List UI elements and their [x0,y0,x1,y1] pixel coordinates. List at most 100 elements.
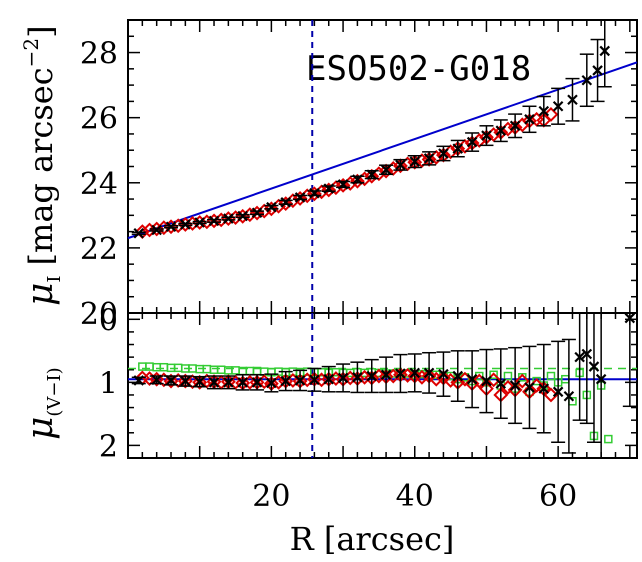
bottom-frame [127,312,638,459]
y-tick-label: 28 [80,37,118,72]
data-point-x [574,351,585,363]
data-point-x [599,45,611,57]
x-tick-label: 40 [396,479,434,514]
data-point-x [380,369,392,381]
y-axis-title-top: μI[mag arcsec−2] [19,25,65,306]
data-point-diamond [378,163,394,179]
data-point-x [466,373,478,385]
data-point-diamond [278,196,294,212]
y-tick-label: 2 [99,429,118,464]
data-point-square [489,370,498,380]
data-point-square [532,376,541,386]
data-point-x [538,383,550,394]
data-point-x [466,136,478,148]
data-point-x [266,377,277,389]
data-point-x [337,372,349,384]
data-point-x [151,374,162,386]
data-point-x [323,373,335,385]
data-point-x [251,377,263,388]
data-point-diamond [393,158,408,174]
data-point-x [481,375,492,387]
data-point-x [524,382,535,393]
data-point-diamond [306,186,322,202]
y-axis-title-top-text: μI[mag arcsec−2] [19,25,65,306]
y-tick-label: 24 [80,167,118,202]
galaxy-name-label: ESO502-G018 [306,49,531,89]
data-point-diamond [177,217,193,232]
data-point-x [452,370,464,382]
data-point-x [452,143,464,154]
data-point-x [208,377,220,388]
data-point-square [604,434,613,444]
data-point-square [503,371,513,381]
x-tick-label: 20 [252,479,290,514]
data-point-x [581,74,593,86]
data-point-x [495,378,507,389]
data-point-diamond [335,177,351,193]
data-point-diamond [385,368,401,384]
data-point-x [323,183,335,194]
data-point-square [216,365,226,374]
data-point-diamond [543,106,559,122]
data-point-diamond [349,173,365,189]
data-point-diamond [407,154,423,170]
data-point-x [165,221,177,233]
data-point-x [337,179,349,190]
data-point-square [546,371,556,381]
data-point-x [395,159,406,171]
data-point-x [595,373,607,385]
data-point-x [133,227,145,239]
bottom-panel: 0 1 2 20 40 60 [99,303,638,514]
data-point-x [423,153,435,164]
data-point-square [152,362,161,372]
data-point-diamond [364,168,380,184]
data-point-x [624,312,636,324]
y-axis-title-bottom-text: μ(V−I) [20,367,65,440]
data-point-x [538,105,550,117]
data-point-x [237,210,248,222]
data-point-diamond [192,374,208,390]
data-point-x [280,197,291,208]
data-point-x [194,217,205,228]
data-point-diamond [263,201,279,217]
data-point-x [509,380,521,391]
fit-line [127,61,638,240]
data-point-x [266,201,277,213]
data-point-x [409,156,421,167]
data-point-x [352,174,363,185]
data-point-x [237,377,248,388]
data-point-x [438,148,449,159]
data-point-x [588,361,600,372]
data-point-x [592,65,603,76]
data-point-square [159,362,169,372]
data-point-diamond [292,190,308,206]
data-point-x [409,367,421,379]
data-point-diamond [163,373,179,389]
data-point-x [294,192,306,203]
y-axis-title-bottom: μ(V−I) [20,367,65,440]
data-point-x [309,374,320,386]
data-point-x [165,375,177,386]
data-point-x [251,207,263,219]
data-point-x [395,368,406,379]
data-point-x [438,368,449,380]
data-point-x [208,215,220,227]
data-point-x [180,219,191,230]
y-tick-label: 26 [80,102,118,137]
x-axis-title: R [arcsec] [290,520,455,558]
data-point-x [309,187,320,199]
data-point-x [495,125,507,136]
data-point-x [294,375,306,386]
y-tick-label: 1 [99,366,118,401]
data-point-x [567,94,578,106]
data-point-x [380,164,392,176]
data-point-diamond [514,373,530,389]
y-tick-label: 22 [80,232,118,267]
data-point-x [581,348,593,360]
y-tick-label: 0 [99,303,118,338]
data-point-diamond [163,219,179,235]
data-point-x [223,213,234,224]
x-tick-label: 60 [539,479,577,514]
data-point-x [180,375,191,387]
data-point-x [423,367,435,379]
